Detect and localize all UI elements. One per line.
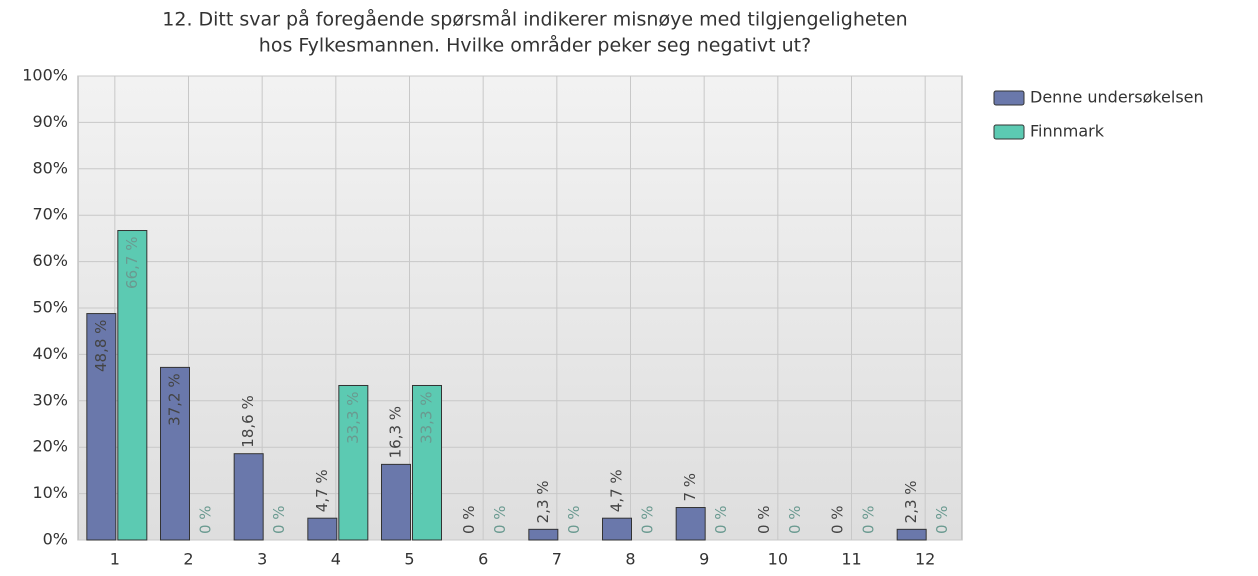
data-label: 0 %: [829, 505, 847, 534]
data-label: 0 %: [860, 505, 878, 534]
bar: [160, 366, 190, 541]
x-tick-label: 6: [478, 550, 488, 569]
bar: [602, 517, 632, 541]
x-tick-label: 7: [552, 550, 562, 569]
chart-title: hos Fylkesmannen. Hvilke områder peker s…: [259, 34, 811, 57]
data-label: 2,3 %: [902, 480, 920, 523]
x-tick-label: 8: [625, 550, 635, 569]
data-label: 0 %: [712, 505, 730, 534]
data-label: 0 %: [565, 505, 583, 534]
y-tick-label: 30%: [32, 390, 68, 409]
x-tick-label: 3: [257, 550, 267, 569]
x-tick-label: 11: [841, 550, 861, 569]
data-label: 18,6 %: [239, 395, 257, 447]
y-tick-label: 10%: [32, 483, 68, 502]
data-label: 4,7 %: [313, 469, 331, 512]
bar: [896, 528, 927, 541]
y-tick-label: 50%: [32, 298, 68, 317]
data-label: 37,2 %: [166, 373, 184, 425]
data-label: 33,3 %: [418, 391, 436, 443]
x-tick-label: 5: [404, 550, 414, 569]
x-tick-label: 12: [915, 550, 935, 569]
y-tick-label: 70%: [32, 205, 68, 224]
bar: [381, 463, 411, 541]
data-label: 0 %: [460, 505, 478, 534]
legend-swatch: [993, 124, 1025, 140]
y-tick-label: 0%: [43, 530, 68, 549]
y-tick-label: 80%: [32, 158, 68, 177]
bar: [233, 453, 264, 541]
y-tick-label: 40%: [32, 344, 68, 363]
data-label: 0 %: [491, 505, 509, 534]
x-tick-label: 9: [699, 550, 709, 569]
y-tick-label: 90%: [32, 112, 68, 131]
data-label: 33,3 %: [344, 391, 362, 443]
bar: [528, 528, 559, 541]
y-tick-label: 60%: [32, 251, 68, 270]
bar: [675, 507, 706, 541]
bar: [117, 230, 148, 541]
data-label: 0 %: [786, 505, 804, 534]
data-label: 2,3 %: [534, 480, 552, 523]
data-label: 16,3 %: [387, 406, 405, 458]
y-tick-label: 100%: [22, 66, 68, 85]
bar: [338, 384, 369, 541]
legend-label: Denne undersøkelsen: [1030, 88, 1204, 107]
chart-title: 12. Ditt svar på foregående spørsmål ind…: [162, 8, 907, 31]
bar: [412, 384, 442, 541]
data-label: 0 %: [197, 505, 215, 534]
x-tick-label: 2: [183, 550, 193, 569]
data-label: 0 %: [755, 505, 773, 534]
data-label: 0 %: [933, 505, 951, 534]
data-label: 48,8 %: [92, 320, 110, 372]
bar: [307, 517, 338, 541]
data-label: 66,7 %: [123, 237, 141, 289]
y-tick-label: 20%: [32, 437, 68, 456]
x-tick-label: 10: [768, 550, 788, 569]
data-label: 0 %: [639, 505, 657, 534]
data-label: 7 %: [681, 473, 699, 502]
bar: [86, 313, 117, 541]
x-tick-label: 4: [331, 550, 341, 569]
x-tick-label: 1: [110, 550, 120, 569]
data-label: 4,7 %: [608, 469, 626, 512]
legend-swatch: [993, 90, 1025, 106]
data-label: 0 %: [270, 505, 288, 534]
legend-label: Finnmark: [1030, 122, 1105, 141]
